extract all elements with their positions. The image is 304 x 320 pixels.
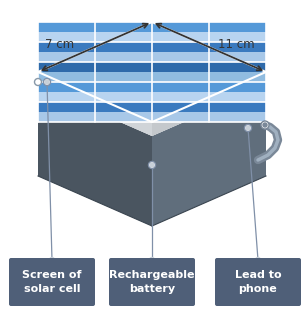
FancyBboxPatch shape — [215, 258, 301, 306]
Text: 11 cm: 11 cm — [218, 37, 254, 51]
Text: Lead to
phone: Lead to phone — [235, 270, 281, 294]
Polygon shape — [38, 22, 266, 136]
Circle shape — [45, 80, 49, 84]
Polygon shape — [38, 22, 266, 122]
Polygon shape — [38, 32, 266, 42]
Text: Screen of
solar cell: Screen of solar cell — [22, 270, 82, 294]
FancyBboxPatch shape — [109, 258, 195, 306]
Polygon shape — [38, 62, 266, 72]
Circle shape — [244, 124, 251, 132]
Text: 7 cm: 7 cm — [45, 37, 74, 51]
Polygon shape — [38, 92, 266, 102]
Polygon shape — [38, 112, 266, 122]
Circle shape — [50, 258, 54, 262]
Polygon shape — [38, 72, 152, 136]
Polygon shape — [38, 22, 266, 32]
Circle shape — [246, 126, 250, 130]
Polygon shape — [38, 86, 152, 226]
Polygon shape — [152, 86, 266, 226]
Circle shape — [255, 258, 261, 262]
FancyBboxPatch shape — [9, 258, 95, 306]
Polygon shape — [38, 82, 266, 92]
Circle shape — [261, 121, 269, 129]
Circle shape — [263, 123, 267, 127]
Polygon shape — [38, 102, 266, 112]
Text: Rechargeable
battery: Rechargeable battery — [109, 270, 195, 294]
Circle shape — [150, 163, 154, 167]
Circle shape — [148, 162, 156, 169]
Polygon shape — [38, 72, 266, 82]
Polygon shape — [38, 52, 266, 62]
Circle shape — [34, 78, 42, 85]
Circle shape — [150, 258, 154, 262]
Polygon shape — [152, 72, 266, 136]
Circle shape — [43, 78, 50, 85]
Polygon shape — [38, 42, 266, 52]
